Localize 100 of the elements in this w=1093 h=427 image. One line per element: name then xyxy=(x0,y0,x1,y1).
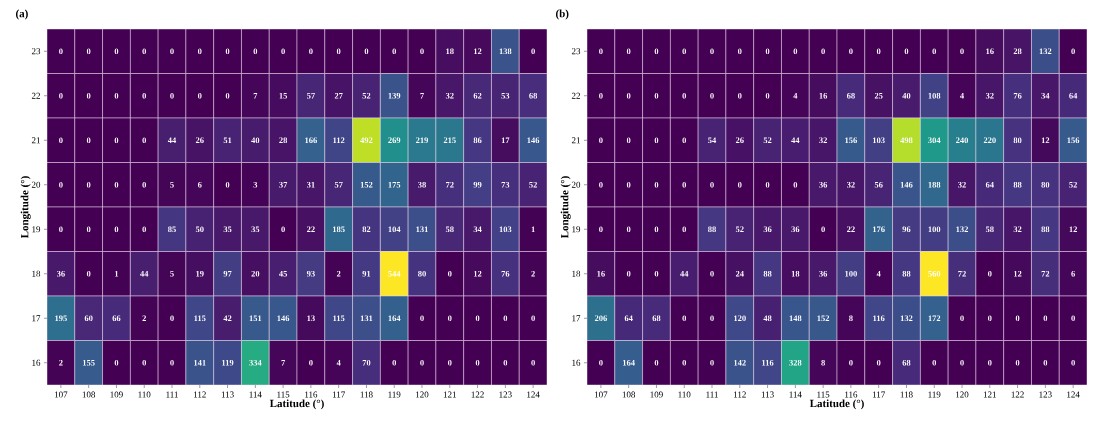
data-label: 16 xyxy=(986,48,994,55)
data-label: 120 xyxy=(734,315,746,322)
y-tick-label: 17 xyxy=(572,315,581,322)
data-label: 88 xyxy=(1041,226,1050,233)
x-tick-label: 118 xyxy=(900,391,913,398)
y-tick-label: 23 xyxy=(571,48,581,55)
data-label: 0 xyxy=(170,359,174,366)
data-label: 26 xyxy=(195,137,204,144)
y-axis-title: Longitude (°) xyxy=(560,176,571,239)
data-label: 8 xyxy=(821,359,825,366)
data-label: 99 xyxy=(473,181,482,188)
data-label: 0 xyxy=(654,92,659,99)
data-label: 44 xyxy=(680,270,689,277)
data-label: 0 xyxy=(849,359,853,366)
y-tick-label: 22 xyxy=(31,92,40,99)
data-label: 80 xyxy=(1041,181,1050,188)
data-label: 0 xyxy=(503,359,508,366)
data-label: 80 xyxy=(418,270,426,277)
data-label: 185 xyxy=(333,226,345,233)
x-tick-label: 112 xyxy=(734,391,746,398)
data-label: 85 xyxy=(168,226,176,233)
data-label: 0 xyxy=(876,48,881,55)
data-label: 0 xyxy=(626,226,631,233)
data-label: 44 xyxy=(167,137,177,144)
data-label: 36 xyxy=(763,226,772,233)
data-label: 0 xyxy=(475,315,480,322)
data-label: 0 xyxy=(198,92,202,99)
data-label: 269 xyxy=(388,137,401,144)
data-label: 0 xyxy=(1071,48,1075,55)
data-label: 560 xyxy=(928,270,941,277)
data-label: 195 xyxy=(55,315,67,322)
data-label: 166 xyxy=(305,137,317,144)
data-label: 60 xyxy=(84,315,93,322)
data-label: 68 xyxy=(846,92,855,99)
data-label: 0 xyxy=(626,137,631,144)
data-label: 0 xyxy=(448,359,452,366)
data-label: 88 xyxy=(708,226,716,233)
data-label: 53 xyxy=(501,92,510,99)
data-label: 36 xyxy=(56,270,65,277)
data-label: 0 xyxy=(710,48,714,55)
data-label: 68 xyxy=(902,359,911,366)
y-tick-label: 18 xyxy=(32,270,41,277)
y-tick-label: 17 xyxy=(32,315,41,322)
data-label: 0 xyxy=(59,181,63,188)
data-label: 152 xyxy=(360,181,373,188)
data-label: 12 xyxy=(1041,137,1050,144)
data-label: 88 xyxy=(1013,181,1022,188)
data-label: 0 xyxy=(86,270,91,277)
data-label: 0 xyxy=(309,359,313,366)
data-label: 131 xyxy=(360,315,373,322)
x-tick-label: 122 xyxy=(471,391,484,398)
data-label: 62 xyxy=(473,92,482,99)
data-label: 188 xyxy=(928,181,941,188)
data-label: 0 xyxy=(793,48,798,55)
data-label: 0 xyxy=(142,137,147,144)
data-label: 68 xyxy=(652,315,661,322)
data-label: 72 xyxy=(446,181,454,188)
data-label: 0 xyxy=(420,48,424,55)
data-label: 220 xyxy=(983,137,996,144)
data-label: 492 xyxy=(360,137,373,144)
x-tick-label: 115 xyxy=(817,391,830,398)
data-label: 35 xyxy=(251,226,260,233)
data-label: 4 xyxy=(793,92,798,99)
data-label: 68 xyxy=(529,92,538,99)
data-label: 6 xyxy=(197,181,202,188)
y-axis-title: Longitude (°) xyxy=(20,176,31,239)
data-label: 0 xyxy=(710,270,714,277)
data-label: 0 xyxy=(225,48,230,55)
data-label: 82 xyxy=(362,226,371,233)
data-label: 58 xyxy=(985,226,994,233)
data-label: 0 xyxy=(682,315,687,322)
data-label: 52 xyxy=(1069,181,1077,188)
x-tick-label: 124 xyxy=(1067,391,1080,398)
data-label: 155 xyxy=(82,359,95,366)
data-label: 91 xyxy=(362,270,371,277)
data-label: 108 xyxy=(928,92,941,99)
data-label: 116 xyxy=(873,315,885,322)
x-tick-label: 109 xyxy=(110,391,123,398)
data-label: 52 xyxy=(735,226,744,233)
data-label: 0 xyxy=(654,270,659,277)
data-label: 215 xyxy=(443,137,456,144)
data-label: 52 xyxy=(362,92,371,99)
data-label: 544 xyxy=(388,270,401,277)
x-tick-label: 117 xyxy=(872,391,885,398)
data-label: 88 xyxy=(763,270,772,277)
x-tick-label: 107 xyxy=(54,391,68,398)
x-axis-title: Latitude (°) xyxy=(809,399,864,410)
data-label: 0 xyxy=(626,92,631,99)
data-label: 6 xyxy=(1071,270,1075,277)
data-label: 34 xyxy=(473,226,482,233)
x-tick-label: 119 xyxy=(928,391,941,398)
data-label: 498 xyxy=(900,137,913,144)
data-label: 4 xyxy=(876,270,881,277)
x-tick-label: 108 xyxy=(82,391,96,398)
data-label: 151 xyxy=(249,315,262,322)
data-label: 164 xyxy=(388,315,401,322)
data-label: 115 xyxy=(333,315,345,322)
x-tick-label: 121 xyxy=(983,391,996,398)
x-tick-label: 124 xyxy=(527,391,540,398)
data-label: 0 xyxy=(710,92,714,99)
